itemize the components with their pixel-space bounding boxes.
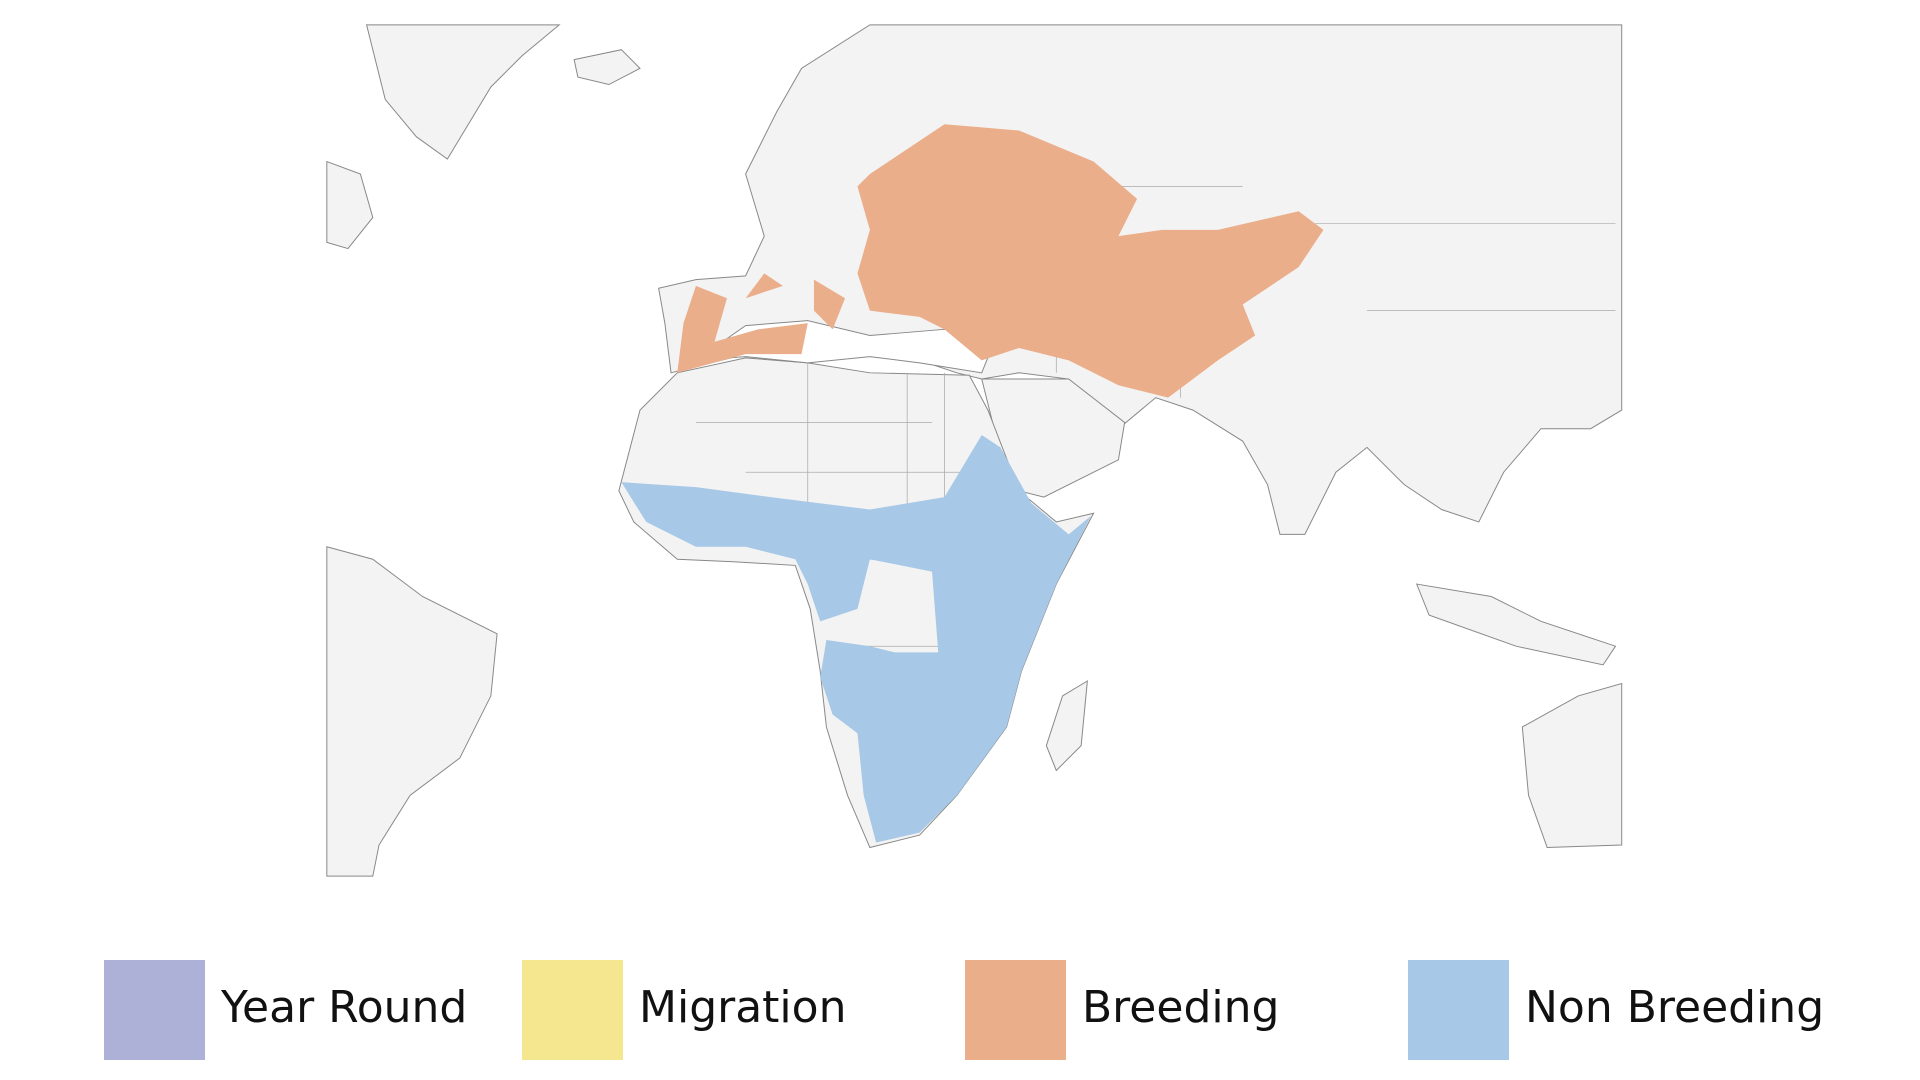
legend-swatch xyxy=(522,960,623,1060)
map xyxy=(326,24,1623,877)
landmass xyxy=(1521,682,1623,849)
landmass xyxy=(1045,680,1088,772)
legend-label: Non Breeding xyxy=(1525,982,1824,1033)
legend-label: Year Round xyxy=(220,982,467,1033)
landmass xyxy=(573,49,641,86)
landmass xyxy=(326,160,374,250)
legend-label: Migration xyxy=(639,982,846,1033)
legend-swatch xyxy=(104,960,205,1060)
legend-label: Breeding xyxy=(1082,982,1279,1033)
legend-swatch xyxy=(1408,960,1509,1060)
landmass xyxy=(1415,583,1617,666)
landmass xyxy=(326,546,498,877)
legend: Year Round Migration Breeding Non Breeding xyxy=(104,960,1824,1060)
legend-swatch xyxy=(965,960,1066,1060)
landmass xyxy=(365,24,561,160)
nonbreeding-range xyxy=(621,434,1092,843)
breeding-range xyxy=(677,124,1324,398)
